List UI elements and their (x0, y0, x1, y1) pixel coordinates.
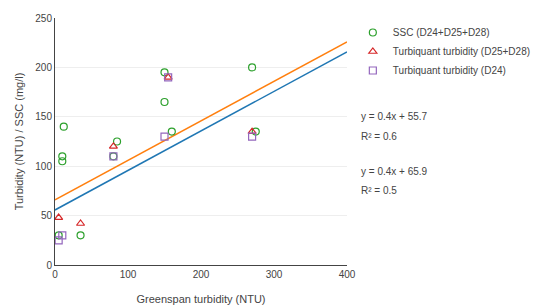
svg-text:150: 150 (35, 111, 52, 122)
svg-text:100: 100 (120, 269, 137, 280)
svg-text:Turbiquant turbidity (D25+D28): Turbiquant turbidity (D25+D28) (393, 46, 530, 57)
svg-text:SSC (D24+D25+D28): SSC (D24+D25+D28) (393, 27, 490, 38)
svg-text:400: 400 (339, 269, 356, 280)
svg-text:Turbidity (NTU) / SSC (mg/l): Turbidity (NTU) / SSC (mg/l) (13, 73, 25, 211)
svg-text:200: 200 (193, 269, 210, 280)
svg-text:50: 50 (41, 210, 53, 221)
svg-text:R² = 0.6: R² = 0.6 (361, 131, 397, 142)
svg-text:Turbiquant turbidity (D24): Turbiquant turbidity (D24) (393, 65, 506, 76)
svg-text:200: 200 (35, 62, 52, 73)
svg-text:0: 0 (52, 269, 58, 280)
svg-text:300: 300 (266, 269, 283, 280)
svg-text:y = 0.4x + 55.7: y = 0.4x + 55.7 (361, 111, 428, 122)
svg-text:250: 250 (35, 13, 52, 24)
svg-text:R² = 0.5: R² = 0.5 (361, 185, 397, 196)
svg-text:Greenspan turbidity (NTU): Greenspan turbidity (NTU) (137, 293, 266, 305)
svg-text:y = 0.4x + 65.9: y = 0.4x + 65.9 (361, 166, 428, 177)
svg-text:0: 0 (46, 260, 52, 271)
svg-text:100: 100 (35, 161, 52, 172)
